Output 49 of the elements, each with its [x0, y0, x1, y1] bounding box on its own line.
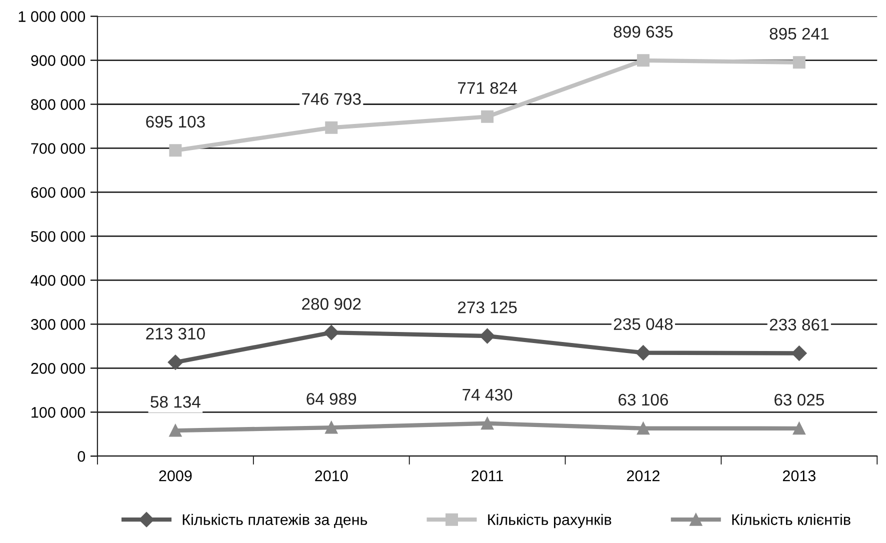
- point: [792, 56, 806, 69]
- point: [480, 328, 495, 344]
- data-label: 63 025: [774, 394, 824, 406]
- y-tick-label: 1 000 000: [18, 11, 86, 22]
- x-tick-label: 2009: [159, 470, 192, 482]
- y-tick-label: 200 000: [31, 363, 86, 374]
- point: [481, 110, 494, 123]
- x-tick-label: 2011: [472, 470, 503, 482]
- data-label: 64 989: [306, 392, 356, 405]
- data-label: 899 635: [614, 26, 673, 38]
- point: [169, 144, 182, 157]
- point: [324, 325, 339, 340]
- point: [636, 345, 651, 360]
- data-label: 895 241: [770, 28, 828, 40]
- point: [481, 417, 494, 430]
- data-label: 280 902: [302, 298, 361, 310]
- y-tick-label: 700 000: [31, 143, 86, 154]
- point: [169, 424, 182, 437]
- point: [792, 346, 807, 361]
- data-label: 233 861: [770, 318, 828, 331]
- data-label: 74 430: [462, 388, 512, 401]
- data-label: 746 793: [302, 93, 361, 105]
- data-label: 213 310: [146, 328, 205, 340]
- point: [325, 421, 338, 434]
- legend-label: Кількість платежів за день: [182, 514, 368, 528]
- data-label: 771 824: [458, 82, 517, 94]
- y-tick-label: 300 000: [31, 319, 86, 330]
- y-tick-label: 0: [78, 450, 86, 462]
- x-tick-label: 2013: [782, 470, 816, 482]
- y-tick-label: 900 000: [31, 55, 86, 66]
- legend-label: Кількість клієнтів: [732, 514, 850, 526]
- y-tick-label: 600 000: [31, 187, 86, 198]
- y-tick-label: 100 000: [32, 407, 86, 418]
- x-tick-label: 2012: [627, 470, 660, 482]
- point: [325, 121, 338, 134]
- data-label: 235 048: [614, 318, 673, 330]
- data-label: 273 125: [458, 301, 517, 314]
- y-tick-label: 800 000: [31, 99, 86, 110]
- data-label: 63 106: [618, 394, 668, 406]
- data-label: 695 103: [146, 116, 205, 128]
- point: [636, 422, 650, 435]
- data-label: 58 134: [150, 396, 200, 408]
- y-tick-label: 400 000: [30, 275, 86, 286]
- legend-label: Кількість рахунків: [488, 514, 612, 528]
- point: [168, 354, 183, 370]
- point: [792, 422, 806, 435]
- point: [636, 54, 650, 67]
- x-tick-label: 2010: [315, 470, 348, 482]
- y-tick-label: 500 000: [31, 231, 86, 242]
